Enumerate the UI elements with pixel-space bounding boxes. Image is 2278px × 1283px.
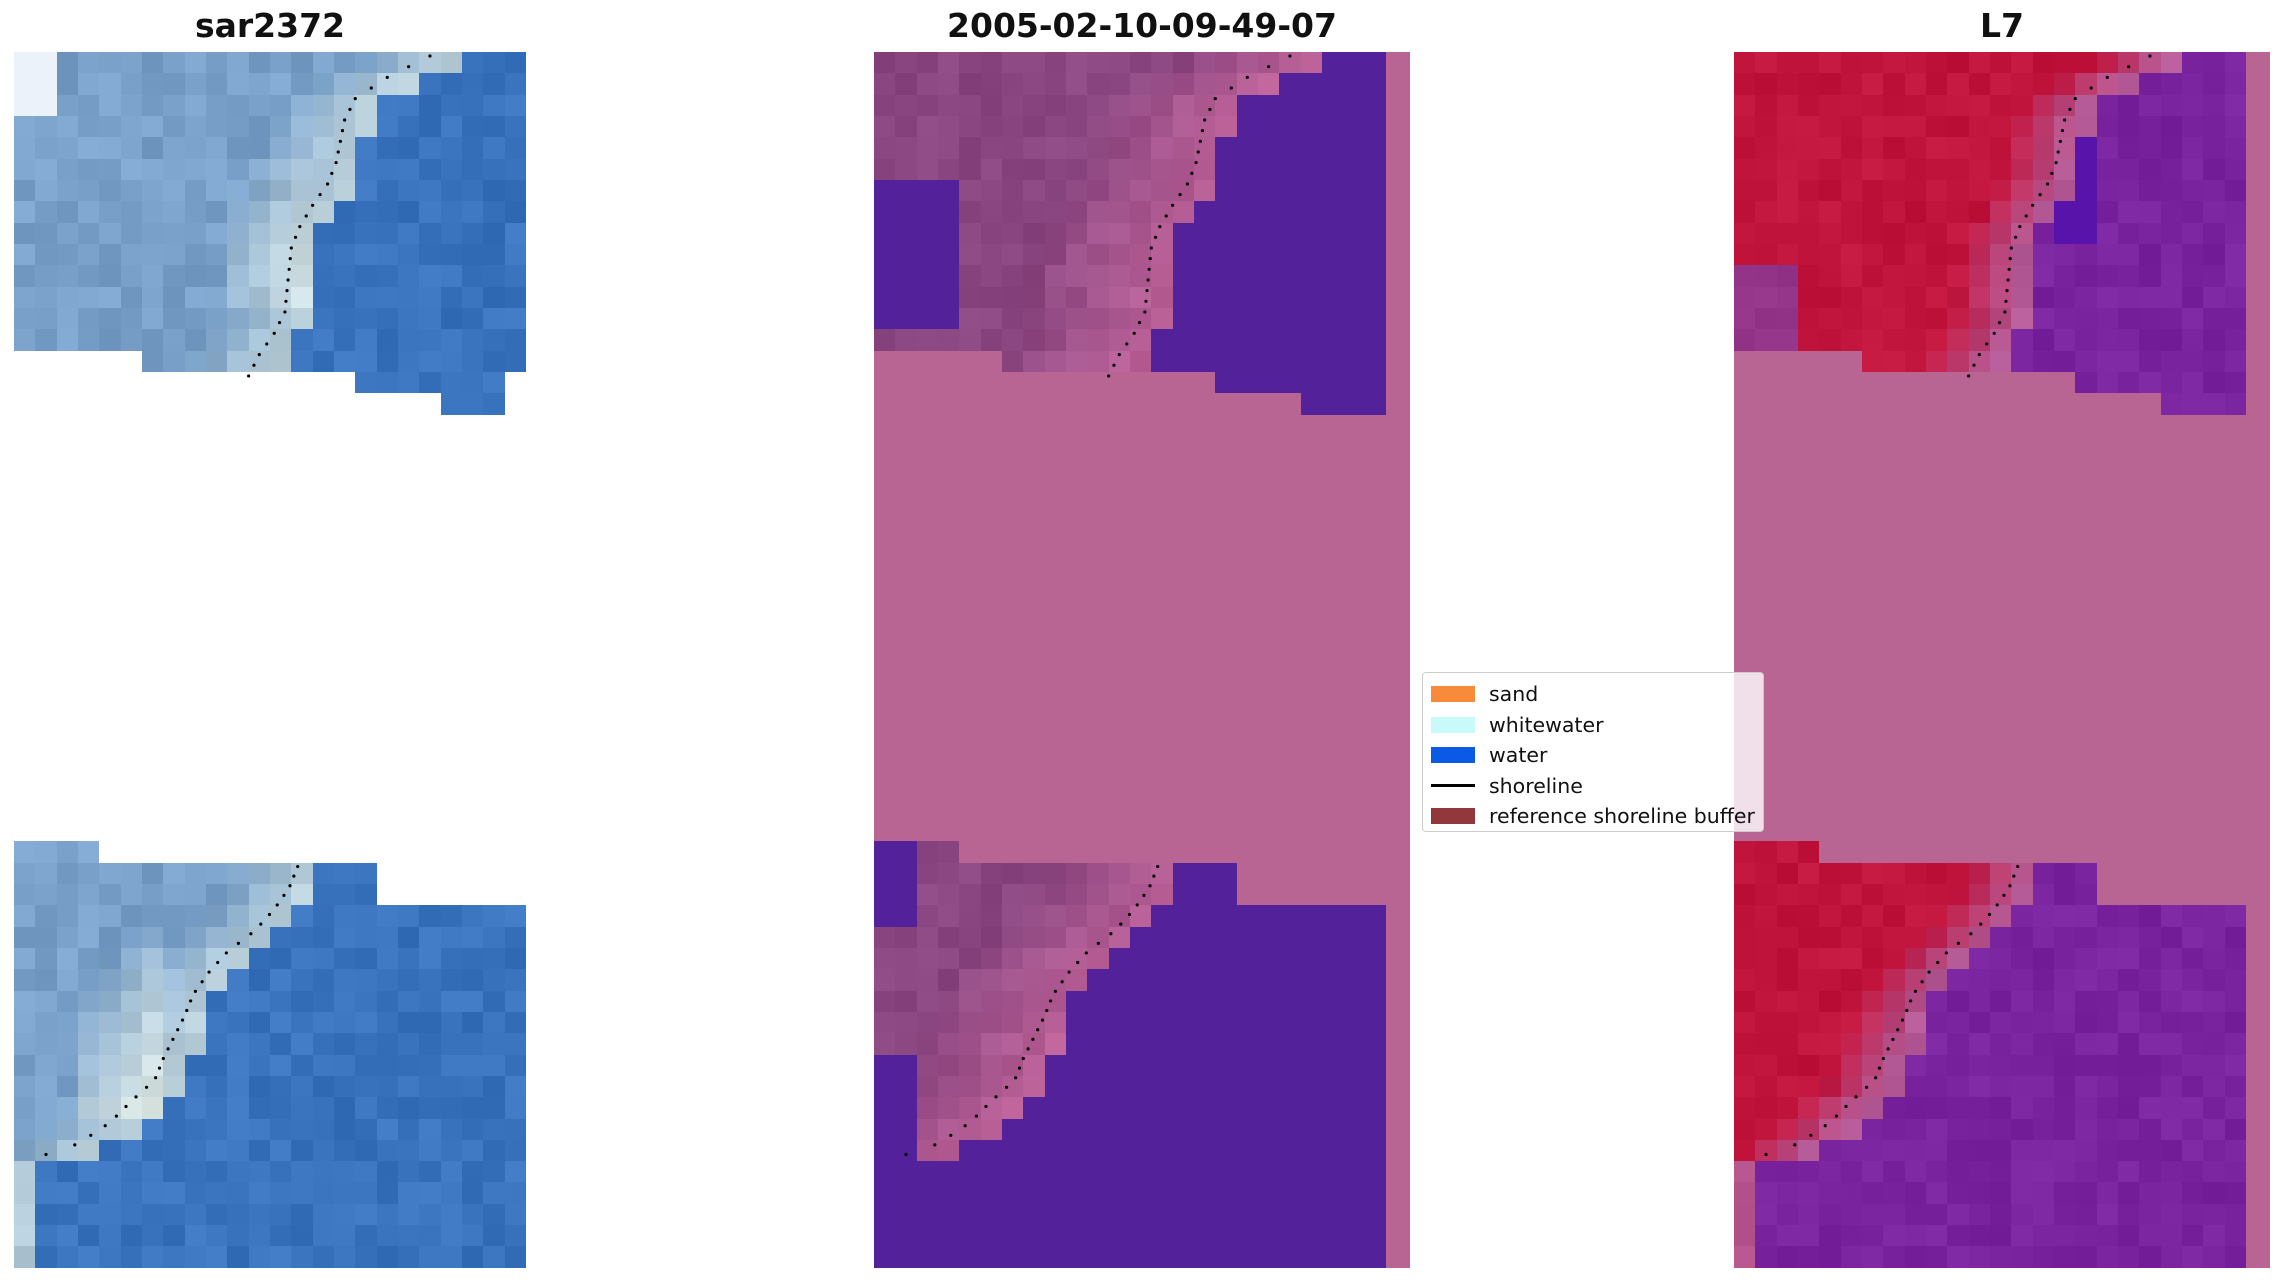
shoreline-dots: [904, 54, 1292, 1157]
legend-label: water: [1489, 743, 1548, 768]
reference-buffer-swatch: [1431, 808, 1475, 825]
legend-item-shoreline: shoreline: [1423, 771, 1763, 802]
classified-image-panel: [874, 52, 1410, 1268]
legend-label: reference shoreline buffer: [1489, 804, 1755, 829]
shoreline-dots: [1764, 54, 2152, 1157]
legend-item-reference-buffer: reference shoreline buffer: [1423, 801, 1763, 832]
legend-item-sand: sand: [1423, 679, 1763, 710]
rgb-image-panel: [14, 52, 526, 1268]
shoreline-overlay-rgb: [44, 54, 432, 1157]
legend-item-whitewater: whitewater: [1423, 710, 1763, 741]
whitewater-swatch: [1431, 716, 1475, 733]
water-swatch: [1431, 747, 1475, 764]
false-color-image-panel: [1734, 52, 2270, 1268]
legend-label: shoreline: [1489, 773, 1583, 798]
panel-title-false-color: L7: [1980, 6, 2024, 45]
shoreline-overlay-false-color: [1764, 54, 2152, 1157]
panel-title-classified: 2005-02-10-09-49-07: [947, 6, 1337, 45]
shoreline-overlay-classified: [904, 54, 1292, 1157]
legend: sand whitewater water shoreline referenc…: [1422, 672, 1764, 832]
sand-swatch: [1431, 686, 1475, 703]
shoreline-dots: [44, 54, 432, 1157]
legend-label: whitewater: [1489, 712, 1604, 737]
legend-label: sand: [1489, 682, 1539, 707]
legend-item-water: water: [1423, 740, 1763, 771]
shoreline-line-swatch: [1431, 784, 1475, 788]
panel-title-rgb: sar2372: [194, 6, 346, 45]
